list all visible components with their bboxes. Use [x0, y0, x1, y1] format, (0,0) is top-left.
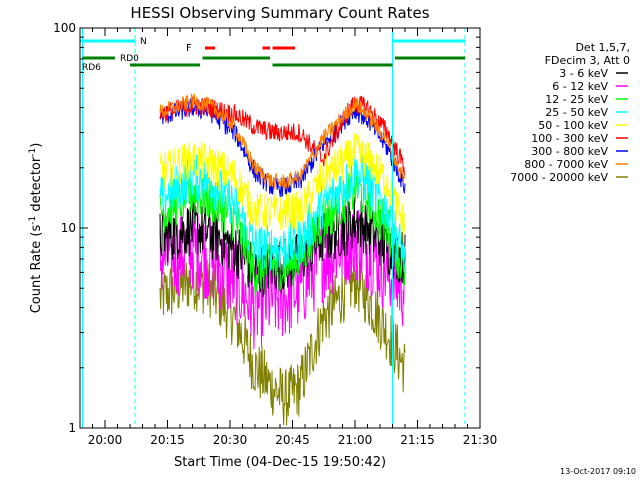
legend-entry: 7000 - 20000 keV: [510, 171, 608, 184]
x-axis-label: Start Time (04-Dec-15 19:50:42): [174, 455, 386, 470]
series-line-4: [159, 132, 406, 243]
legend-entry: 800 - 7000 keV: [524, 158, 608, 171]
x-tick-label: 20:45: [275, 433, 310, 447]
y-tick-label: 100: [53, 21, 76, 35]
series-line-5: [159, 95, 406, 176]
y-axis-label: Count Rate (s-1 detector-1): [28, 143, 44, 314]
x-tick-label: 21:00: [338, 433, 373, 447]
legend-entry: 50 - 100 keV: [538, 119, 608, 132]
legend-entry: 3 - 6 keV: [559, 67, 608, 80]
x-tick-label: 21:15: [400, 433, 435, 447]
y-axis-label-exp: -1: [28, 216, 38, 225]
plot-area: N F RD0 RD6: [80, 28, 466, 428]
series-line-0: [159, 196, 406, 298]
legend-entry: 300 - 800 keV: [531, 145, 608, 158]
y-axis-label-mid: detector: [29, 156, 44, 216]
x-tick-label: 20:00: [88, 433, 123, 447]
y-tick-label: 1: [68, 421, 76, 435]
legend-entry: 100 - 300 keV: [531, 132, 608, 145]
rd6-label: RD6: [82, 63, 101, 73]
y-axis-label-main: Count Rate (s: [29, 225, 44, 314]
rd0-label: RD0: [120, 54, 139, 64]
y-axis-label-end: ): [29, 143, 44, 148]
y-tick-label: 10: [61, 221, 76, 235]
footer-timestamp: 13-Oct-2017 09:10: [560, 467, 636, 476]
legend-entry: 25 - 50 keV: [545, 106, 608, 119]
flare-label: F: [186, 43, 192, 54]
legend-header: Det 1,5,7,: [575, 41, 630, 54]
chart-title: HESSI Observing Summary Count Rates: [130, 4, 429, 22]
series-line-6: [159, 97, 406, 198]
axes: 1 10 100 20:00 20:15 20:30 20:45 21:00 21:15 21:3…: [53, 21, 497, 447]
legend-entry: 12 - 25 keV: [545, 93, 608, 106]
x-tick-label: 21:30: [463, 433, 498, 447]
y-axis-label-exp2: -1: [28, 148, 38, 157]
series-line-7: [159, 93, 406, 190]
x-tick-label: 20:30: [213, 433, 248, 447]
legend-header: FDecim 3, Att 0: [545, 54, 630, 67]
legend-entry: 6 - 12 keV: [552, 80, 608, 93]
x-tick-label: 20:15: [150, 433, 185, 447]
night-label: N: [140, 37, 147, 47]
